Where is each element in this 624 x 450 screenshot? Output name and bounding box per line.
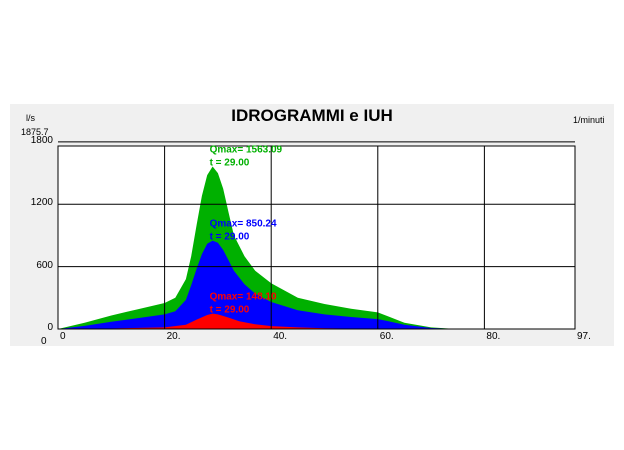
series-area-1 [58, 240, 464, 329]
x-tick-label: 40. [273, 331, 288, 342]
y-tick-label: 0 [47, 322, 53, 333]
x-tick-label: 60. [379, 331, 394, 342]
annotation-t-2: t = 29.00 [210, 305, 250, 316]
y-tick-label: 1200 [30, 197, 53, 209]
y-unit-label: l/s [26, 113, 35, 123]
x-unit-label: 1/minuti [573, 115, 605, 125]
y-tick-label: 1800 [30, 134, 53, 146]
plot-frame [57, 145, 576, 330]
corner-zero-label: 0 [41, 336, 47, 347]
annotation-qmax-2: Qmax= 148.10 [210, 292, 277, 303]
annotation-t-0: t = 29.00 [210, 157, 250, 168]
annotation-qmax-1: Qmax= 850.24 [210, 219, 277, 230]
chart-title: IDROGRAMMI e IUH [231, 106, 393, 125]
y-max-label: 1875.7 [21, 127, 49, 137]
annotation-t-1: t = 29.00 [210, 232, 250, 243]
x-tick-label: 0 [60, 331, 66, 342]
x-tick-label: 20. [166, 331, 181, 342]
plot-background [58, 146, 575, 329]
series-area-2 [58, 313, 432, 329]
x-tick-label: 80. [486, 331, 501, 342]
chart-panel: IDROGRAMMI e IUH l/s 1875.7 1/minuti 0 Q… [10, 104, 614, 347]
x-tick-label: 97. [577, 331, 591, 342]
annotation-qmax-0: Qmax= 1563.09 [210, 144, 283, 155]
plot-area: Qmax= 1563.09 t = 29.00 Qmax= 850.24 t = 29… [57, 141, 576, 330]
y-tick-label: 600 [36, 259, 53, 271]
